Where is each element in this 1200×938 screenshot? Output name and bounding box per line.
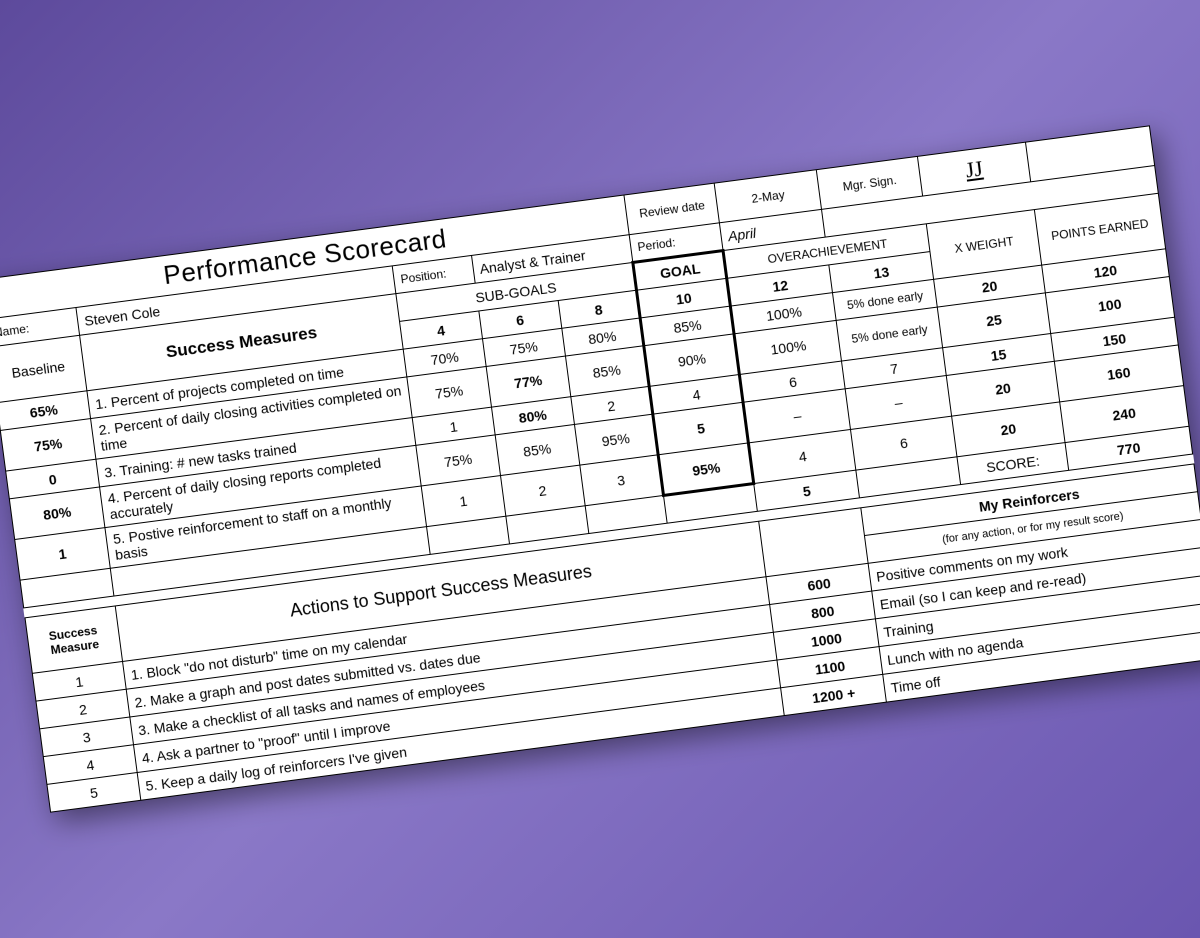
scorecard-sheet: Performance Scorecard Review date 2-May … — [0, 125, 1200, 812]
sheet-tilt-wrapper: Performance Scorecard Review date 2-May … — [0, 125, 1200, 812]
scorecard-table: Performance Scorecard Review date 2-May … — [0, 125, 1200, 812]
background: Performance Scorecard Review date 2-May … — [0, 0, 1200, 938]
